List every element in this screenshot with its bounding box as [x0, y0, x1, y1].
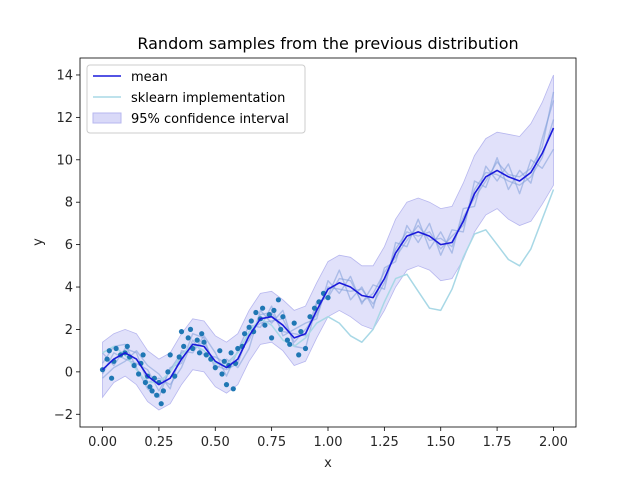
data-point — [284, 337, 290, 343]
y-axis-ticks: −2 0 2 4 6 8 10 12 14 — [54, 68, 80, 423]
data-point — [154, 392, 160, 398]
data-point — [291, 320, 297, 326]
x-tick-label: 1.00 — [314, 435, 343, 450]
mean-line — [101, 127, 555, 386]
sklearn-line — [102, 189, 555, 384]
data-point — [212, 365, 218, 371]
axes-frame — [79, 57, 577, 428]
data-point — [106, 348, 112, 354]
data-point — [176, 354, 182, 360]
y-axis-label: y — [31, 238, 46, 246]
data-point — [275, 297, 281, 303]
data-point — [287, 341, 293, 347]
data-point — [136, 371, 142, 377]
legend: mean sklearn implementation 95% confiden… — [86, 64, 306, 134]
data-point — [140, 352, 146, 358]
x-tick-label: 1.25 — [370, 435, 399, 450]
x-tick-label: 1.50 — [426, 435, 455, 450]
data-point — [242, 331, 248, 337]
data-point — [181, 343, 187, 349]
x-tick-label: 1.75 — [483, 435, 512, 450]
data-point — [223, 382, 230, 388]
x-axis-label: x — [324, 456, 332, 471]
y-tick-label: 2 — [65, 323, 73, 338]
data-point — [248, 318, 254, 324]
y-tick-label: −2 — [54, 408, 73, 423]
data-point — [278, 326, 284, 332]
data-point — [203, 352, 209, 358]
y-tick-label: 10 — [56, 153, 73, 168]
data-point — [196, 350, 203, 356]
data-point — [260, 305, 266, 311]
data-point — [219, 371, 225, 377]
data-point — [235, 345, 241, 352]
chart-title: Random samples from the previous distrib… — [137, 34, 518, 53]
x-tick-label: 0.50 — [201, 435, 230, 450]
data-point — [228, 350, 234, 356]
data-point — [325, 295, 331, 301]
x-tick-label: 2.00 — [539, 435, 568, 450]
data-point — [142, 379, 148, 386]
y-tick-label: 12 — [56, 111, 73, 126]
data-point — [172, 373, 178, 379]
plot-area — [99, 74, 555, 411]
x-tick-label: 0.75 — [257, 435, 286, 450]
data-point — [167, 352, 173, 358]
data-point — [199, 331, 205, 337]
legend-ci-swatch — [92, 112, 122, 124]
data-point — [147, 384, 153, 390]
data-point — [165, 369, 171, 375]
y-tick-label: 14 — [56, 68, 73, 83]
data-point — [113, 345, 119, 352]
data-point — [131, 362, 137, 369]
data-point — [221, 358, 227, 364]
data-point — [280, 314, 286, 320]
y-tick-label: 6 — [65, 238, 73, 253]
data-point — [307, 314, 313, 320]
data-point — [194, 337, 200, 343]
data-point — [187, 326, 194, 332]
data-point — [269, 335, 275, 341]
data-point — [296, 352, 302, 358]
data-point — [266, 312, 272, 318]
data-point — [230, 386, 236, 392]
data-point — [124, 343, 130, 349]
data-point — [298, 329, 304, 335]
x-tick-label: 0.25 — [144, 435, 173, 450]
data-point — [302, 345, 309, 352]
x-axis-ticks: 0.00 0.25 0.50 0.75 1.00 1.25 1.50 1.75 2.00 — [88, 427, 568, 450]
data-point — [104, 356, 110, 362]
y-tick-label: 4 — [65, 281, 73, 296]
data-point — [262, 322, 268, 328]
data-point — [271, 307, 277, 313]
data-point — [109, 375, 115, 381]
data-point — [201, 339, 207, 345]
y-tick-label: 8 — [65, 196, 73, 211]
legend-frame — [86, 64, 306, 134]
data-point — [158, 401, 164, 407]
data-point — [160, 388, 166, 394]
data-point — [246, 324, 252, 330]
legend-label-confidence-interval: 95% confidence interval — [131, 112, 289, 127]
data-point — [253, 309, 259, 316]
data-point — [311, 305, 318, 311]
data-point — [217, 348, 223, 354]
legend-label-mean: mean — [131, 70, 168, 85]
data-point — [178, 329, 185, 335]
y-tick-label: 0 — [65, 365, 73, 380]
data-point — [185, 335, 191, 341]
data-point — [149, 388, 155, 394]
legend-label-sklearn: sklearn implementation — [131, 91, 285, 106]
x-tick-label: 0.00 — [88, 435, 117, 450]
